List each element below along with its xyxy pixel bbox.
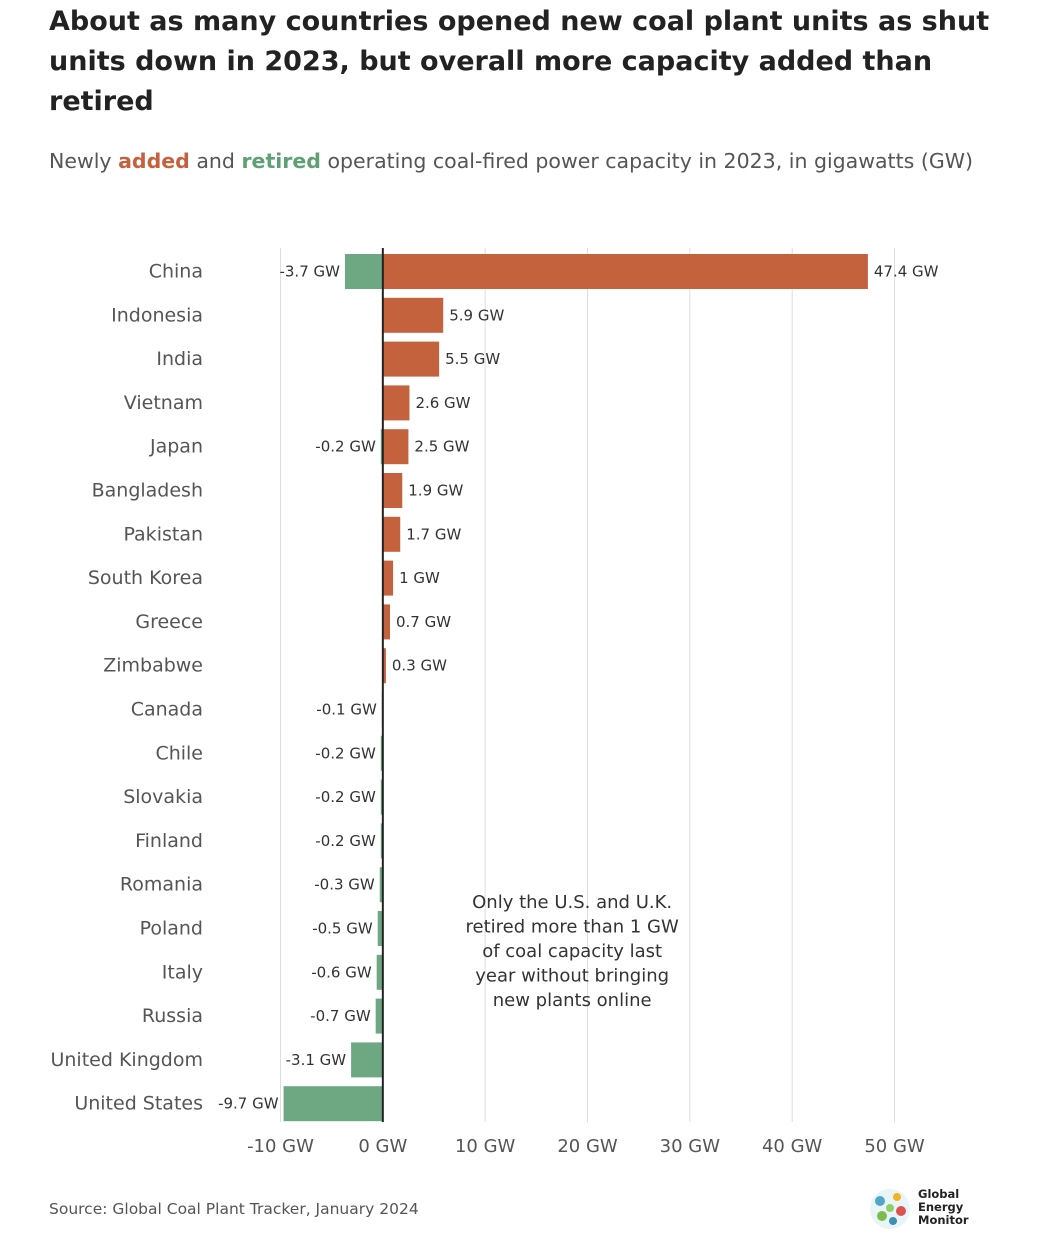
value-label-retired-poland: -0.5 GW xyxy=(312,920,373,938)
subtitle-text-start: Newly xyxy=(49,149,119,173)
subtitle-text-middle: and xyxy=(189,149,242,173)
value-label-retired-finland: -0.2 GW xyxy=(315,832,376,850)
bar-added-vietnam xyxy=(382,385,410,421)
category-label-china: China xyxy=(149,261,203,283)
x-tick-label: 20 GW xyxy=(557,1136,618,1157)
value-label-added-greece: 0.7 GW xyxy=(396,613,451,631)
bar-retired-japan xyxy=(380,429,383,465)
bar-retired-united-kingdom xyxy=(351,1042,383,1078)
value-label-retired-italy: -0.6 GW xyxy=(311,963,372,981)
category-label-finland: Finland xyxy=(135,830,203,852)
bar-chart: China 47.4 GW -3.7 GW Indonesia 5.9 GW India 5… xyxy=(50,248,939,1157)
bar-added-zimbabwe xyxy=(382,648,386,684)
value-label-retired-romania: -0.3 GW xyxy=(314,876,375,894)
category-label-united-kingdom: United Kingdom xyxy=(50,1049,203,1071)
category-label-indonesia: Indonesia xyxy=(111,304,203,326)
bar-retired-romania xyxy=(379,867,383,903)
value-label-retired-united-kingdom: -3.1 GW xyxy=(286,1051,347,1069)
value-label-added-india: 5.5 GW xyxy=(445,350,500,368)
value-label-added-vietnam: 2.6 GW xyxy=(415,394,470,412)
chart-title: About as many countries opened new coal … xyxy=(49,6,990,117)
category-label-romania: Romania xyxy=(120,874,203,896)
category-label-bangladesh: Bangladesh xyxy=(92,480,203,502)
bar-retired-russia xyxy=(375,998,383,1034)
bar-retired-chile xyxy=(380,735,383,771)
bar-retired-italy xyxy=(376,954,383,990)
bar-retired-china xyxy=(344,254,383,289)
annotation-line: year without bringing xyxy=(475,966,669,987)
value-label-added-bangladesh: 1.9 GW xyxy=(408,482,463,500)
category-label-chile: Chile xyxy=(155,742,203,764)
bar-added-greece xyxy=(382,604,390,640)
x-tick-label: 30 GW xyxy=(660,1136,721,1157)
category-label-south-korea: South Korea xyxy=(88,567,203,589)
category-label-japan: Japan xyxy=(149,436,203,458)
value-label-added-pakistan: 1.7 GW xyxy=(406,525,461,543)
bar-retired-finland xyxy=(380,823,383,859)
value-label-retired-united-states: -9.7 GW xyxy=(218,1095,279,1113)
annotation-line: retired more than 1 GW xyxy=(466,917,679,938)
x-tick-label: -10 GW xyxy=(247,1136,314,1157)
subtitle-retired-keyword: retired xyxy=(241,149,321,173)
bar-added-japan xyxy=(382,429,409,465)
category-label-vietnam: Vietnam xyxy=(124,392,203,414)
chart-subtitle: Newly added and retired operating coal-f… xyxy=(49,144,979,178)
annotation-note: Only the U.S. and U.K. retired more than … xyxy=(466,892,679,1011)
bar-added-south-korea xyxy=(382,560,394,596)
category-label-italy: Italy xyxy=(162,961,203,983)
bar-added-india xyxy=(382,341,440,377)
value-label-retired-russia: -0.7 GW xyxy=(310,1007,371,1025)
grid-lines xyxy=(280,248,895,1122)
bar-retired-poland xyxy=(377,911,383,946)
category-label-canada: Canada xyxy=(131,699,203,721)
value-label-added-japan: 2.5 GW xyxy=(414,438,469,456)
value-label-added-indonesia: 5.9 GW xyxy=(449,306,504,324)
bar-added-indonesia xyxy=(382,297,444,333)
x-tick-label: 50 GW xyxy=(864,1136,925,1157)
x-axis-ticks: -10 GW 0 GW 10 GW 20 GW 30 GW 40 GW 50 GW xyxy=(247,1136,925,1157)
category-label-slovakia: Slovakia xyxy=(123,786,203,808)
category-label-zimbabwe: Zimbabwe xyxy=(103,655,203,677)
category-label-united-states: United States xyxy=(74,1093,203,1115)
logo-line-monitor: Monitor xyxy=(918,1213,969,1227)
annotation-line: new plants online xyxy=(493,990,652,1011)
bar-added-china xyxy=(382,254,868,289)
source-note: Source: Global Coal Plant Tracker, Janua… xyxy=(49,1200,419,1218)
bar-retired-united-states xyxy=(283,1086,383,1122)
value-label-retired-canada: -0.1 GW xyxy=(316,701,377,719)
bar-added-bangladesh xyxy=(382,473,403,508)
value-label-retired-slovakia: -0.2 GW xyxy=(315,788,376,806)
logo-line-energy: Energy xyxy=(918,1200,964,1214)
bar-labels: China 47.4 GW -3.7 GW Indonesia 5.9 GW India 5… xyxy=(50,261,938,1115)
logo-wordmark: Global Energy Monitor xyxy=(918,1188,969,1227)
value-label-added-zimbabwe: 0.3 GW xyxy=(392,657,447,675)
global-energy-monitor-logo: Global Energy Monitor xyxy=(866,1186,976,1232)
category-label-greece: Greece xyxy=(135,611,203,633)
globe-icon xyxy=(870,1189,910,1229)
value-label-retired-japan: -0.2 GW xyxy=(315,438,376,456)
value-label-added-china: 47.4 GW xyxy=(874,263,939,281)
value-label-retired-china: -3.7 GW xyxy=(279,263,340,281)
category-label-poland: Poland xyxy=(140,918,203,940)
bars xyxy=(283,254,868,1122)
category-label-pakistan: Pakistan xyxy=(123,523,203,545)
value-label-added-south-korea: 1 GW xyxy=(399,569,440,587)
x-tick-label: 40 GW xyxy=(762,1136,823,1157)
annotation-line: Only the U.S. and U.K. xyxy=(472,892,672,913)
category-label-india: India xyxy=(156,348,203,370)
x-tick-label: 0 GW xyxy=(358,1136,407,1157)
logo-line-global: Global xyxy=(918,1187,960,1201)
annotation-line: of coal capacity last xyxy=(482,941,662,962)
x-tick-label: 10 GW xyxy=(455,1136,516,1157)
subtitle-text-end: operating coal-fired power capacity in 2… xyxy=(320,149,973,173)
value-label-retired-chile: -0.2 GW xyxy=(315,744,376,762)
subtitle-added-keyword: added xyxy=(118,149,190,173)
bar-retired-slovakia xyxy=(380,779,383,815)
bar-added-pakistan xyxy=(382,516,401,552)
category-label-russia: Russia xyxy=(142,1005,203,1027)
